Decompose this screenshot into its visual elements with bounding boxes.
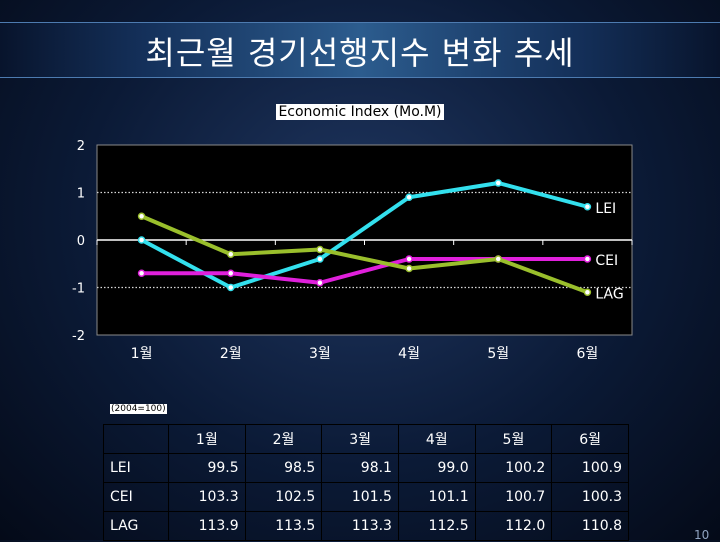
x-tick-label: 5월: [487, 346, 509, 362]
data-point-lei: [405, 193, 413, 201]
table-cell: 113.3: [321, 511, 399, 541]
table-cell: 102.5: [244, 482, 323, 512]
data-point-cei: [405, 255, 413, 263]
data-point-lag: [137, 212, 146, 220]
table-cell: 101.5: [321, 482, 399, 512]
table-cell: 100.7: [474, 482, 553, 512]
data-point-cei: [137, 269, 146, 277]
table-corner-cell: [103, 424, 169, 454]
data-point-lei: [316, 255, 324, 263]
table-header-cell: 2월: [244, 424, 323, 454]
data-point-cei: [227, 269, 235, 277]
y-tick-label: 1: [77, 187, 85, 202]
table-header-cell: 6월: [551, 424, 629, 454]
table-row: CEI 103.3 102.5 101.5 101.1 100.7 100.3: [103, 482, 629, 512]
table-header-cell: 1월: [168, 424, 246, 454]
data-point-cei: [316, 279, 324, 287]
table-cell: 98.1: [321, 453, 399, 483]
data-point-lei: [494, 179, 502, 187]
table-row-label: CEI: [103, 482, 169, 512]
x-tick-label: 4월: [398, 346, 420, 362]
data-table: 1월 2월 3월 4월 5월 6월 LEI 99.5 98.5 98.1 99.…: [103, 424, 629, 541]
series-line-cei: [141, 257, 588, 285]
title-bar: [0, 22, 720, 78]
table-cell: 100.9: [551, 453, 629, 483]
data-point-cei: [583, 255, 592, 263]
table-cell: 99.5: [168, 453, 246, 483]
data-point-lei: [137, 236, 146, 244]
table-cell: 100.3: [551, 482, 629, 512]
table-row-label: LAG: [103, 511, 169, 541]
series-label-cei: CEI: [595, 253, 618, 269]
x-tick-label: 2월: [220, 346, 242, 362]
chart-title: Economic Index (Mo.M): [180, 104, 540, 120]
data-point-lag: [583, 288, 592, 296]
data-point-lag: [316, 245, 324, 254]
x-tick-label: 1월: [131, 346, 153, 362]
x-tick-label: 6월: [577, 346, 599, 362]
table-header-cell: 3월: [321, 424, 399, 454]
table-cell: 98.5: [244, 453, 323, 483]
base-note: (2004=100): [110, 404, 167, 414]
table-cell: 103.3: [168, 482, 246, 512]
table-cell: 110.8: [551, 511, 629, 541]
series-line-lag: [140, 214, 589, 295]
table-header-cell: 4월: [397, 424, 476, 454]
page-number: 10: [694, 528, 710, 542]
table-row: LEI 99.5 98.5 98.1 99.0 100.2 100.9: [103, 453, 629, 483]
table-cell: 112.5: [397, 511, 476, 541]
y-tick-label: -2: [72, 329, 85, 344]
series-label-lag: LAG: [595, 286, 623, 302]
slide-title: 최근월 경기선행지수 변화 추세: [145, 34, 575, 72]
series-label-lei: LEI: [595, 201, 616, 217]
table-cell: 113.5: [244, 511, 323, 541]
data-point-lag: [405, 264, 413, 273]
table-cell: 101.1: [397, 482, 476, 512]
table-cell: 99.0: [397, 453, 476, 483]
table-cell: 112.0: [474, 511, 553, 541]
table-cell: 113.9: [168, 511, 246, 541]
chart-title-text: Economic Index (Mo.M): [276, 104, 444, 120]
x-tick-label: 3월: [309, 346, 331, 362]
series-line-lei: [140, 181, 588, 290]
data-point-lag: [227, 250, 235, 258]
table-row-label: LEI: [103, 453, 169, 483]
table-cell: 100.2: [474, 453, 553, 483]
y-tick-label: 2: [77, 139, 85, 154]
data-point-lag: [494, 255, 502, 263]
y-tick-label: -1: [72, 282, 85, 297]
data-point-lei: [583, 203, 592, 211]
data-point-lei: [227, 283, 235, 292]
line-chart: 2 1 0 -1 -2 1월 2월 3월 4월 5월 6월 LEI CEI LAG: [72, 139, 633, 362]
table-header-cell: 5월: [474, 424, 553, 454]
table-row: LAG 113.9 113.5 113.3 112.5 112.0 110.8: [103, 511, 629, 541]
table-header-row: 1월 2월 3월 4월 5월 6월: [103, 424, 629, 454]
y-tick-label: 0: [77, 234, 85, 249]
